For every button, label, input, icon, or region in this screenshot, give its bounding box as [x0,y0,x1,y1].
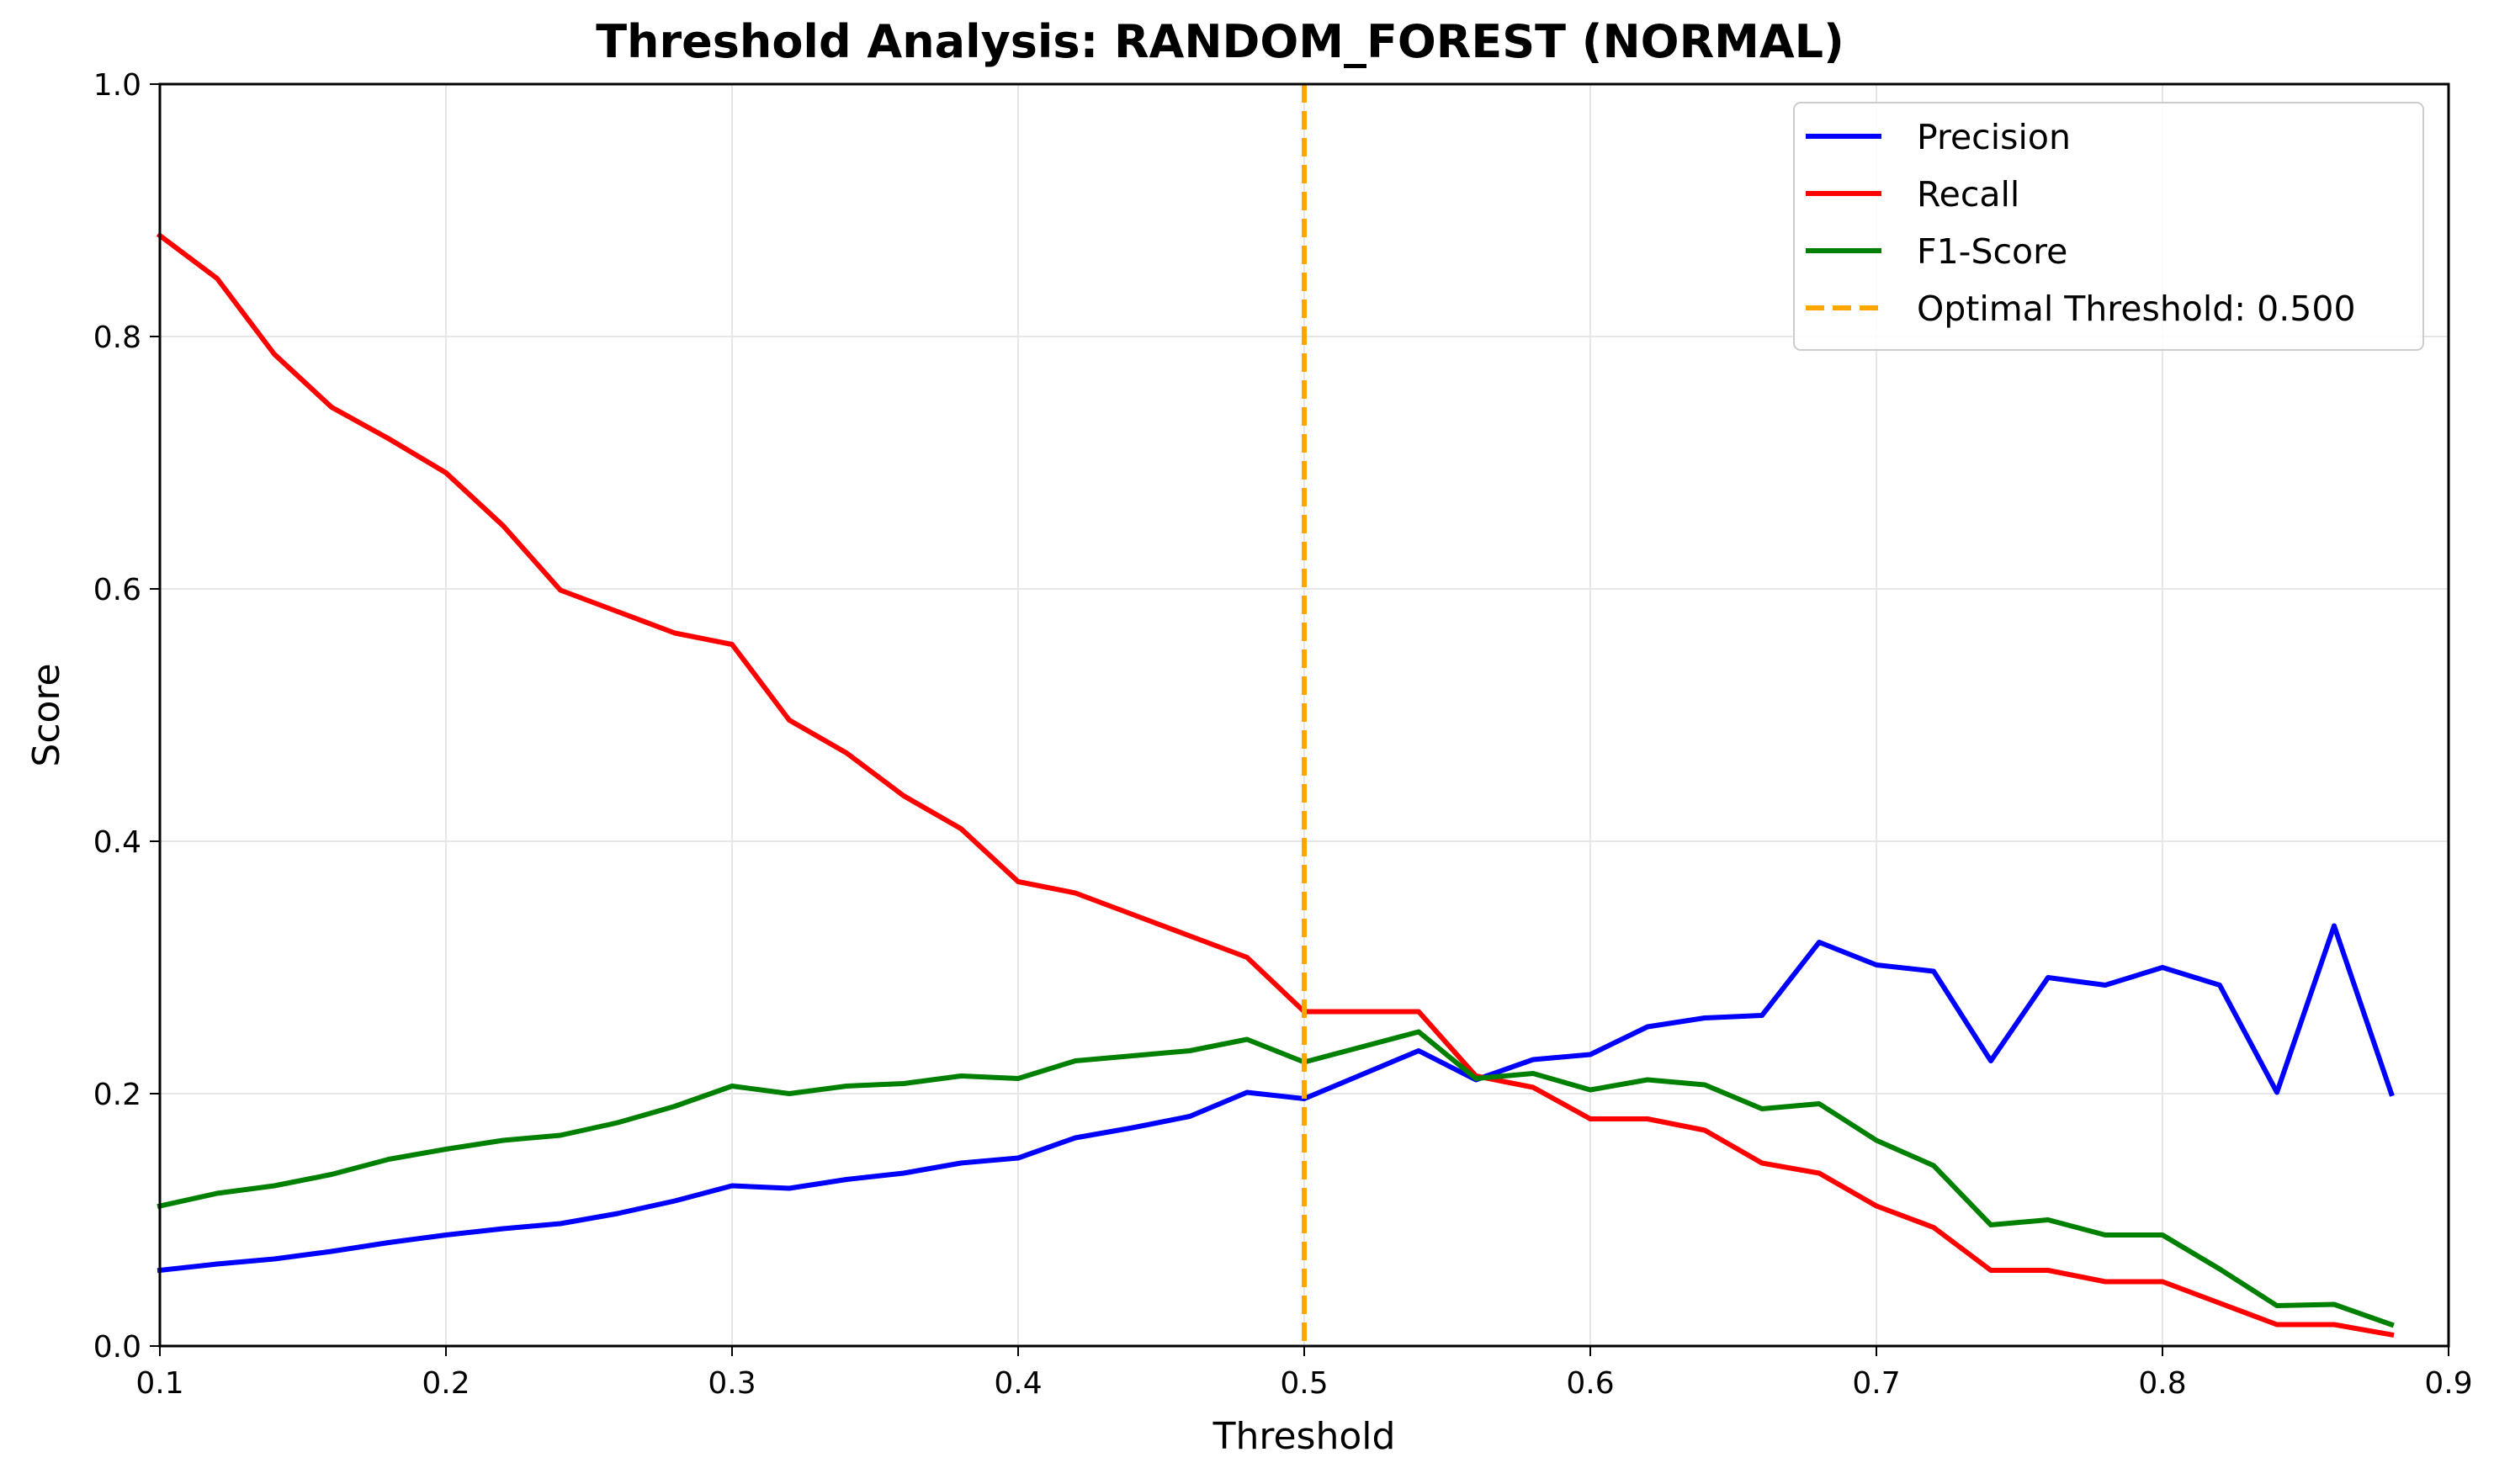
legend-box [1793,102,2424,351]
x-tick-label: 0.2 [422,1366,470,1401]
x-axis-ticks: 0.1 0.2 0.3 0.4 0.5 0.6 0.7 0.8 0.9 [135,1346,2473,1401]
series-line-precision [157,923,2395,1274]
series-line-f1-score [157,1029,2395,1328]
x-axis-label: Threshold [1213,1415,1396,1458]
y-tick-label: 0.6 [93,573,141,607]
series-lines [156,231,2395,1338]
legend-label: Recall [1917,174,2019,215]
legend-label: Precision [1917,117,2071,157]
x-tick-label: 0.4 [994,1366,1042,1401]
y-tick-label: 0.4 [93,825,141,860]
y-tick-label: 0.8 [93,321,141,355]
series-line-recall [156,231,2395,1338]
chart-title: Threshold Analysis: RANDOM_FOREST (NORMA… [596,15,1844,68]
x-tick-label: 0.3 [708,1366,756,1401]
legend-label: Optimal Threshold: 0.500 [1917,289,2356,329]
y-axis-label: Score [25,663,68,766]
y-tick-label: 1.0 [93,68,141,103]
x-tick-label: 0.5 [1280,1366,1328,1401]
x-tick-label: 0.1 [135,1366,183,1401]
x-tick-label: 0.6 [1566,1366,1614,1401]
y-axis-ticks: 0.0 0.2 0.4 0.6 0.8 1.0 [93,68,160,1365]
x-tick-label: 0.7 [1852,1366,1900,1401]
legend: Precision Recall F1-Score Optimal Threshold… [1793,102,2424,351]
x-tick-label: 0.8 [2138,1366,2186,1401]
x-tick-label: 0.9 [2424,1366,2472,1401]
y-tick-label: 0.0 [93,1330,141,1365]
y-tick-label: 0.2 [93,1078,141,1112]
legend-label: F1-Score [1917,231,2067,272]
